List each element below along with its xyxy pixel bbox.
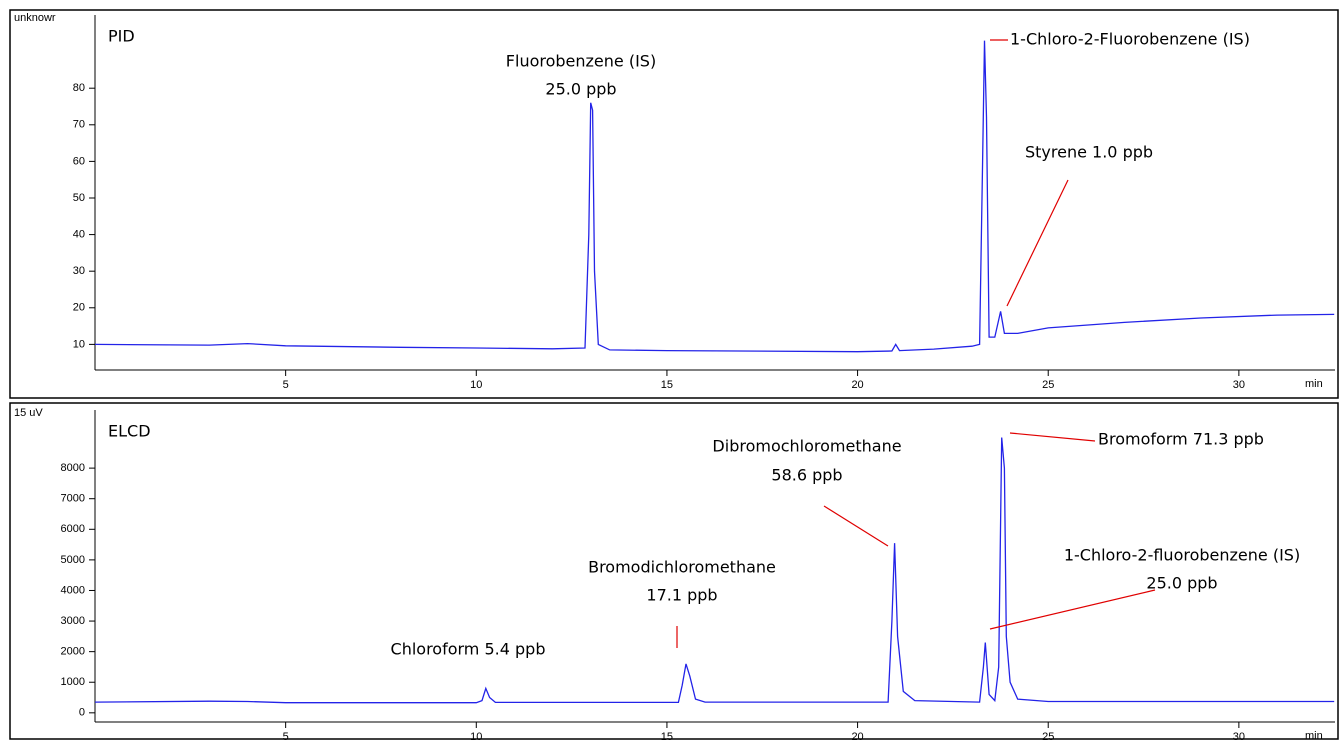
y-tick-label: 20: [73, 302, 85, 314]
x-unit-label: min: [1305, 378, 1323, 390]
annotation: 17.1 ppb: [646, 586, 717, 605]
annotation: Styrene 1.0 ppb: [1025, 143, 1153, 162]
x-tick-label: 30: [1233, 379, 1245, 391]
y-tick-label: 10: [73, 338, 85, 350]
y-unit-label: 15 uV: [14, 407, 43, 419]
y-tick-label: 7000: [61, 493, 85, 505]
y-tick-label: 4000: [61, 584, 85, 596]
x-tick-label: 30: [1233, 731, 1245, 741]
y-tick-label: 1000: [61, 676, 85, 688]
x-tick-label: 20: [851, 731, 863, 741]
y-tick-label: 70: [73, 119, 85, 131]
annotation: Fluorobenzene (IS): [506, 52, 656, 71]
y-unit-label: unknowr: [14, 12, 56, 24]
annotation: 25.0 ppb: [1146, 574, 1217, 593]
y-tick-label: 8000: [61, 462, 85, 474]
y-tick-label: 2000: [61, 646, 85, 658]
y-tick-label: 40: [73, 228, 85, 240]
annotation: Dibromochloromethane: [712, 437, 901, 456]
trace: [94, 40, 1335, 353]
annotation-leader: [989, 589, 1156, 630]
panel-frame: [9, 9, 1339, 399]
x-tick-label: 5: [283, 731, 289, 741]
y-tick-label: 5000: [61, 554, 85, 566]
annotation-leader: [1009, 432, 1096, 442]
y-tick-label: 30: [73, 265, 85, 277]
annotation: Chloroform 5.4 ppb: [391, 640, 546, 659]
x-unit-label: min: [1305, 730, 1323, 741]
annotation: 58.6 ppb: [771, 466, 842, 485]
annotation-leader: [1006, 179, 1069, 307]
x-tick-label: 25: [1042, 731, 1054, 741]
x-tick-label: 15: [661, 379, 673, 391]
x-tick-label: 5: [283, 379, 289, 391]
x-tick-label: 15: [661, 731, 673, 741]
panel-label: ELCD: [108, 422, 151, 441]
annotation: 1-Chloro-2-Fluorobenzene (IS): [1010, 30, 1250, 49]
panel-label: PID: [108, 27, 135, 46]
annotation-leader: [823, 505, 889, 547]
trace: [94, 437, 1335, 704]
y-tick-label: 6000: [61, 523, 85, 535]
annotation: Bromodichloromethane: [588, 558, 776, 577]
x-tick-label: 10: [470, 379, 482, 391]
annotation: Bromoform 71.3 ppb: [1098, 430, 1264, 449]
y-tick-label: 60: [73, 155, 85, 167]
x-tick-label: 25: [1042, 379, 1054, 391]
y-tick-label: 80: [73, 82, 85, 94]
annotation: 25.0 ppb: [545, 80, 616, 99]
panel-frame: [9, 402, 1339, 740]
x-tick-label: 10: [470, 731, 482, 741]
y-tick-label: 0: [79, 707, 85, 719]
x-tick-label: 20: [851, 379, 863, 391]
annotation: 1-Chloro-2-fluorobenzene (IS): [1064, 546, 1300, 565]
y-tick-label: 3000: [61, 615, 85, 627]
y-tick-label: 50: [73, 192, 85, 204]
